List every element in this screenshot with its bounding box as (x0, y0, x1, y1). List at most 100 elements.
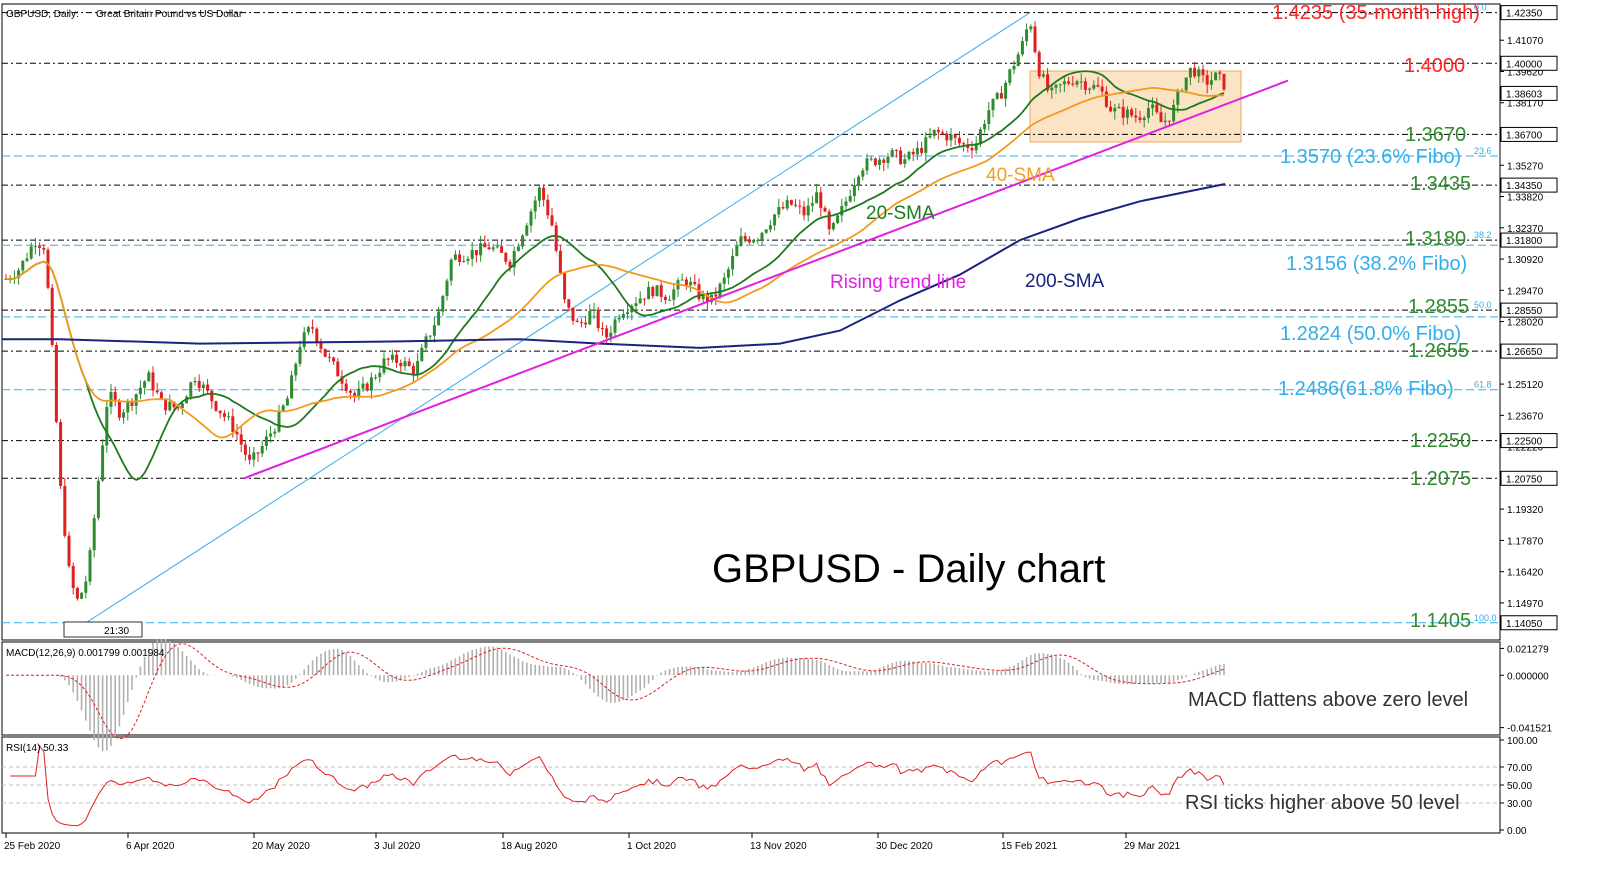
candle-body (747, 239, 751, 243)
price-tick-label: 1.14970 (1507, 599, 1544, 610)
candle-body (197, 380, 201, 389)
candle-body (80, 592, 84, 599)
annotations: 20-SMA 40-SMA Rising trend line 200-SMA (830, 165, 1105, 293)
channel-line (85, 12, 1031, 624)
candle-body (991, 98, 995, 111)
candle-body (752, 240, 756, 243)
candle-body (957, 137, 961, 144)
candle-body (831, 223, 835, 230)
candle-body (890, 149, 894, 157)
macd-tick-label: 0.000000 (1507, 671, 1549, 682)
candle-body (54, 344, 58, 422)
candle-body (483, 243, 487, 248)
candle-body (1092, 84, 1096, 89)
candle-body (546, 199, 550, 216)
candle-body (369, 377, 373, 391)
candle-body (613, 319, 617, 333)
fibo-tag: 38.2 (1474, 230, 1492, 240)
candle-body (1067, 81, 1071, 84)
candle-body (395, 354, 399, 363)
candle-body (172, 401, 176, 408)
price-tick-label: 1.41070 (1507, 36, 1544, 47)
candle-body (714, 294, 718, 297)
candle-body (756, 240, 760, 242)
candle-body (647, 287, 651, 300)
candle-body (764, 229, 768, 233)
candle-body (1197, 69, 1201, 77)
candle-body (1159, 112, 1163, 123)
candle-body (432, 325, 436, 336)
candle-body (155, 390, 159, 393)
time-tick-label: 29 Mar 2021 (1124, 841, 1181, 852)
candle-body (773, 214, 777, 226)
candle-body (739, 236, 743, 246)
candle-body (445, 280, 449, 297)
candle-body (462, 260, 466, 262)
candle-body (638, 298, 642, 304)
candle-body (1142, 117, 1146, 121)
rsi-tick-label: 0.00 (1507, 826, 1527, 837)
candle-body (701, 293, 705, 300)
candle-body (260, 446, 264, 454)
time-tick-label: 18 Aug 2020 (501, 841, 558, 852)
candle-body (521, 235, 525, 247)
price-badge-box (1500, 470, 1558, 486)
main-plot-frame (1, 3, 1501, 641)
candle-body (785, 200, 789, 209)
candle-body (29, 246, 33, 259)
annotation-label: 200-SMA (1025, 271, 1105, 292)
candle-body (466, 258, 470, 261)
candle-body (974, 143, 978, 151)
rsi-line (2, 744, 1500, 827)
candle-body (554, 225, 558, 251)
price-tick-label: 1.33820 (1507, 193, 1544, 204)
candle-body (243, 444, 247, 455)
macd-plot-frame (1, 641, 1501, 736)
rsi-annotation: RSI ticks higher above 50 level (1185, 792, 1460, 814)
candle-body (1125, 109, 1129, 118)
price-axis: 1.42350 1.41070 1.39620 1.38170 1.36700 1.352… (1500, 9, 1544, 630)
rsi-line (10, 744, 1225, 827)
candle-body (193, 380, 197, 383)
candle-body (1004, 82, 1008, 99)
price-badge-label: 1.34350 (1506, 181, 1543, 192)
candle-body (1130, 109, 1134, 116)
candle-body (550, 215, 554, 226)
macd-signal-line (6, 643, 1225, 740)
candle-body (584, 322, 588, 325)
candle-body (781, 207, 785, 209)
candle-body (1218, 72, 1222, 74)
price-badge-label: 1.40000 (1506, 59, 1543, 70)
time-tick-label: 6 Apr 2020 (126, 841, 175, 852)
candle-body (487, 247, 491, 250)
candle-body (798, 205, 802, 207)
level-label: 1.4235 (35-month high) (1272, 2, 1480, 24)
candle-body (848, 195, 852, 202)
time-axis: 25 Feb 2020 6 Apr 2020 20 May 2020 3 Jul 20… (4, 833, 1181, 852)
candle-body (281, 405, 285, 411)
candle-body (168, 401, 172, 411)
candle-body (147, 372, 151, 382)
candle-body (1104, 91, 1108, 107)
price-badge-box (1500, 85, 1558, 101)
price-badge-label: 1.26650 (1506, 347, 1543, 358)
candle-body (256, 452, 260, 454)
candle-body (655, 285, 659, 297)
candle-body (1113, 108, 1117, 112)
candle-body (680, 279, 684, 281)
candle-body (567, 299, 571, 308)
candle-body (214, 401, 218, 411)
candle-body (789, 200, 793, 205)
candle-body (151, 372, 155, 391)
candle-body (332, 357, 336, 362)
candle-body (605, 328, 609, 338)
candle-body (760, 232, 764, 241)
candle-body (1016, 54, 1020, 67)
candle-body (340, 376, 344, 384)
candle-body (206, 384, 210, 391)
candle-body (983, 123, 987, 130)
candle-body (264, 436, 268, 447)
candle-body (865, 158, 869, 171)
chart-title: GBPUSD - Daily chart (712, 547, 1105, 591)
